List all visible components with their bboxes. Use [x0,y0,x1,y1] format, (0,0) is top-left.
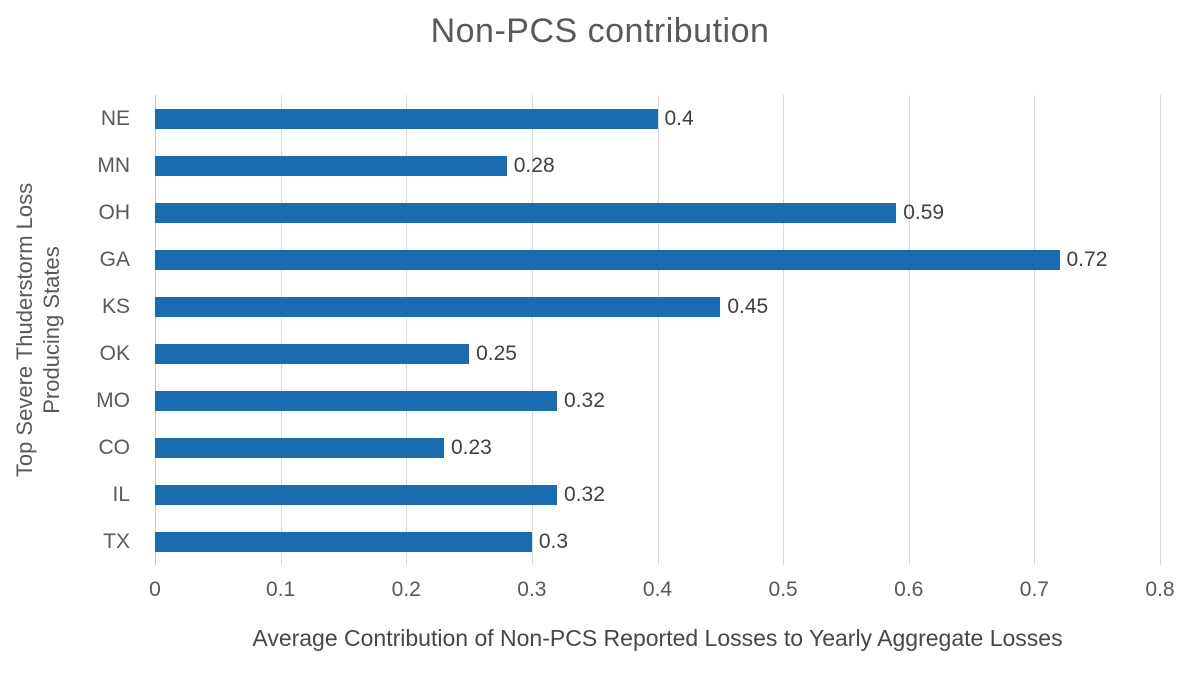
x-tick-label: 0.2 [391,578,421,601]
category-label: IL [112,483,130,506]
bar [155,108,658,129]
bar-value-label: 0.45 [727,295,769,318]
x-tick-label: 0.5 [768,578,798,601]
bar [155,296,721,317]
gridline [531,95,533,565]
category-label: OH [98,201,131,224]
bar-value-label: 0.32 [564,483,605,506]
gridline [1034,95,1036,565]
x-tick-label: 0.4 [642,578,673,601]
x-axis-title: Average Contribution of Non-PCS Reported… [252,625,1063,651]
x-tick-label: 0.3 [517,578,547,601]
bar-value-label: 0.4 [664,107,694,130]
bar-value-label: 0.25 [476,342,517,365]
category-label: TX [103,530,130,553]
gridline [1160,95,1161,565]
category-label: CO [98,436,131,459]
gridline [783,95,785,565]
category-label: KS [101,295,130,318]
category-label: NE [100,107,130,130]
gridline [657,95,659,565]
gridline [908,95,910,565]
bar-value-label: 0.59 [903,201,945,224]
plot-area: 0.4 0.28 0.59 0.72 0.45 0.25 0.32 0.23 0.32 0.3 [155,95,1161,565]
bar [155,155,507,176]
bar [155,202,897,223]
x-tick-label: 0.7 [1019,578,1049,601]
x-axis-ticks: 0 0.1 0.2 0.3 0.4 0.5 0.6 0.7 0.8 [149,578,1174,604]
bar-value-label: 0.32 [564,389,605,412]
category-label: OK [99,342,130,365]
x-tick-label: 0 [149,578,161,601]
x-tick-label: 0.1 [266,578,296,601]
bar-value-label: 0.28 [513,154,555,177]
x-tick-label: 0.6 [894,578,924,601]
bar [155,249,1060,270]
bar [155,531,532,552]
gridline [280,95,282,565]
gridline [406,95,408,565]
chart-title: Non-PCS contribution [430,12,770,50]
bar [155,484,557,505]
x-tick-label: 0.8 [1145,578,1175,601]
bar [155,390,557,411]
gridline [155,95,156,565]
category-axis: NE MN OH GA KS OK MO CO IL TX [0,95,141,565]
category-label: GA [99,248,130,271]
category-label: MN [97,154,130,177]
bar [155,437,444,458]
bar-value-label: 0.23 [450,436,492,459]
bar [155,343,470,364]
bar-value-label: 0.72 [1066,248,1108,271]
bar-value-label: 0.3 [538,530,569,553]
category-label: MO [96,389,130,412]
